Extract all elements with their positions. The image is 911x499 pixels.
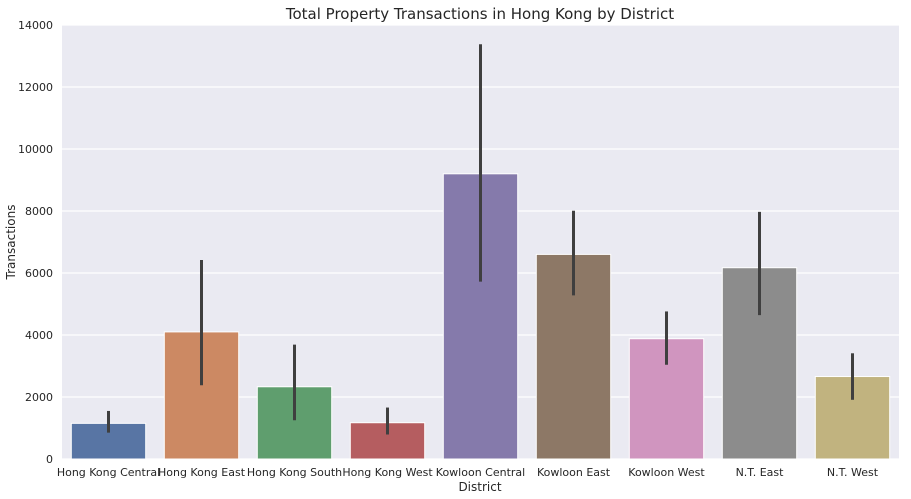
x-tick-label: N.T. East: [736, 466, 785, 479]
y-tick-label: 12000: [18, 81, 53, 94]
y-tick-label: 0: [46, 453, 53, 466]
x-tick-label: Hong Kong Central: [57, 466, 160, 479]
y-axis-label: Transactions: [4, 205, 18, 281]
x-tick-label: Kowloon East: [537, 466, 611, 479]
x-tick-label: Kowloon West: [628, 466, 705, 479]
chart-title: Total Property Transactions in Hong Kong…: [285, 5, 674, 23]
x-tick-label: Hong Kong West: [342, 466, 433, 479]
error-bars: [107, 44, 854, 435]
x-axis-label: District: [458, 480, 501, 494]
y-tick-label: 10000: [18, 143, 53, 156]
y-tick-label: 2000: [25, 391, 53, 404]
y-tick-label: 6000: [25, 267, 53, 280]
y-axis-ticks: 0 2000 4000 6000 8000 10000 12000 14000: [18, 19, 53, 466]
x-tick-label: Hong Kong East: [158, 466, 246, 479]
y-tick-label: 14000: [18, 19, 53, 32]
x-tick-label: Kowloon Central: [436, 466, 525, 479]
y-tick-label: 8000: [25, 205, 53, 218]
x-tick-label: Hong Kong South: [247, 466, 342, 479]
x-tick-label: N.T. West: [827, 466, 879, 479]
y-tick-label: 4000: [25, 329, 53, 342]
